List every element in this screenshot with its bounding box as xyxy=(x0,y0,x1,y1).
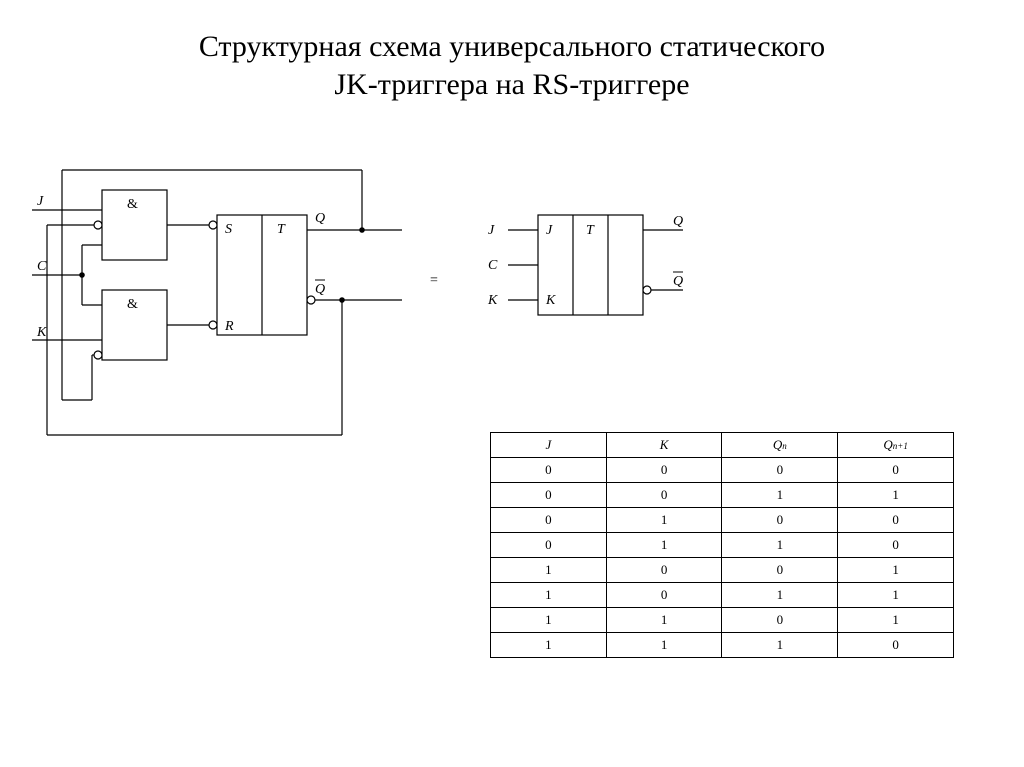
jk-int-T: T xyxy=(586,223,595,238)
label-J: J xyxy=(37,194,44,209)
table-cell: 1 xyxy=(722,583,838,608)
jk-int-K: K xyxy=(545,293,556,308)
table-cell: 0 xyxy=(838,533,954,558)
table-cell: 1 xyxy=(491,633,607,658)
equals-sign: = xyxy=(430,273,438,289)
label-C: C xyxy=(37,259,47,274)
table-header-row: J K Qn Qn+1 xyxy=(491,433,954,458)
truth-table-body: 00000011010001101001101111011110 xyxy=(491,458,954,658)
table-cell: 0 xyxy=(722,458,838,483)
page-title: Структурная схема универсального статиче… xyxy=(0,0,1024,103)
jk-out-Qbar: Q xyxy=(673,274,683,289)
table-row: 1001 xyxy=(491,558,954,583)
table-cell: 0 xyxy=(606,458,722,483)
table-cell: 1 xyxy=(838,558,954,583)
rs-S: S xyxy=(225,222,232,237)
rs-Qbar: Q xyxy=(315,282,325,297)
table-cell: 0 xyxy=(722,608,838,633)
table-cell: 1 xyxy=(606,533,722,558)
table-row: 1110 xyxy=(491,633,954,658)
jk-ext-J: J xyxy=(488,223,495,238)
table-cell: 0 xyxy=(606,558,722,583)
table-cell: 0 xyxy=(491,483,607,508)
th-Qn: Qn xyxy=(722,433,838,458)
title-line-1: Структурная схема универсального статиче… xyxy=(199,30,825,63)
jk-int-J: J xyxy=(546,223,553,238)
table-row: 0100 xyxy=(491,508,954,533)
table-cell: 1 xyxy=(838,583,954,608)
table-cell: 0 xyxy=(491,533,607,558)
table-row: 0011 xyxy=(491,483,954,508)
table-cell: 1 xyxy=(606,608,722,633)
schematic-left: J C K & & S R T Q Q xyxy=(32,160,402,460)
table-cell: 0 xyxy=(491,508,607,533)
table-row: 1011 xyxy=(491,583,954,608)
table-cell: 1 xyxy=(491,558,607,583)
table-cell: 0 xyxy=(838,633,954,658)
table-cell: 1 xyxy=(722,633,838,658)
table-cell: 0 xyxy=(838,508,954,533)
table-cell: 1 xyxy=(838,483,954,508)
table-cell: 0 xyxy=(606,583,722,608)
label-K: K xyxy=(36,325,47,340)
table-cell: 0 xyxy=(722,558,838,583)
table-cell: 1 xyxy=(722,533,838,558)
th-J: J xyxy=(491,433,607,458)
table-row: 1101 xyxy=(491,608,954,633)
rs-T: T xyxy=(277,222,286,237)
table-cell: 0 xyxy=(838,458,954,483)
table-cell: 0 xyxy=(491,458,607,483)
jk-ext-C: C xyxy=(488,258,498,273)
table-cell: 0 xyxy=(722,508,838,533)
table-cell: 1 xyxy=(722,483,838,508)
truth-table: J K Qn Qn+1 0000001101000110100110111101… xyxy=(490,432,954,658)
table-cell: 1 xyxy=(606,633,722,658)
table-cell: 1 xyxy=(838,608,954,633)
table-cell: 1 xyxy=(491,583,607,608)
table-row: 0110 xyxy=(491,533,954,558)
th-Qn1: Qn+1 xyxy=(838,433,954,458)
and2-symbol: & xyxy=(127,297,138,312)
table-row: 0000 xyxy=(491,458,954,483)
rs-Q: Q xyxy=(315,211,325,226)
jk-out-Q: Q xyxy=(673,214,683,229)
title-line-2: JK-триггера на RS-триггере xyxy=(334,68,689,101)
and1-symbol: & xyxy=(127,197,138,212)
jk-ext-K: K xyxy=(487,293,498,308)
th-K: K xyxy=(606,433,722,458)
table-cell: 1 xyxy=(491,608,607,633)
rs-R: R xyxy=(224,319,234,334)
table-cell: 1 xyxy=(606,508,722,533)
table-cell: 0 xyxy=(606,483,722,508)
schematic-right: J C K J K T Q Q xyxy=(478,195,708,335)
